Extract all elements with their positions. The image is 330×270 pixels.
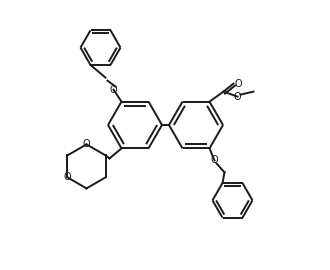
Text: O: O (64, 172, 71, 182)
Text: O: O (211, 155, 218, 166)
Text: O: O (83, 139, 90, 149)
Text: O: O (234, 92, 241, 102)
Text: O: O (110, 85, 117, 94)
Text: O: O (235, 79, 242, 89)
